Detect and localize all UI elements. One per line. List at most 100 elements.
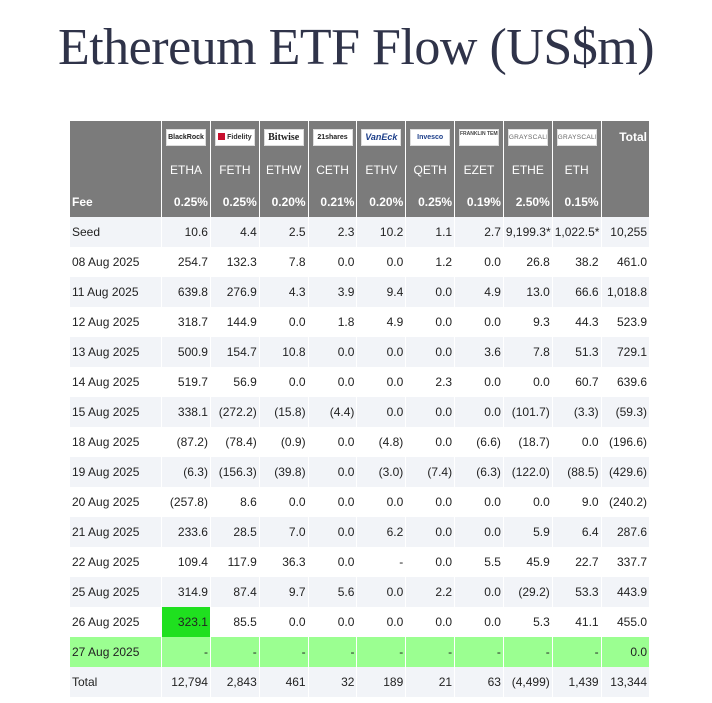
flow-cell: 0.0: [454, 517, 504, 547]
flow-cell: 0.0: [503, 487, 553, 517]
flow-cell: 0.0: [308, 547, 358, 577]
row-total-cell: (59.3): [601, 397, 651, 427]
flow-cell: 276.9: [210, 277, 260, 307]
ticker-ethe: ETHE: [503, 153, 553, 186]
row-date: 08 Aug 2025: [70, 247, 163, 277]
flow-cell: 117.9: [210, 547, 260, 577]
flow-cell: 0.0: [259, 487, 309, 517]
flow-cell: 9.4: [356, 277, 407, 307]
flow-cell: -: [161, 637, 211, 667]
ticker-ethv: ETHV: [356, 153, 407, 186]
flow-cell: 0.0: [405, 607, 456, 637]
fee-value: 0.15%: [552, 186, 602, 217]
row-date: Total: [70, 667, 163, 697]
table-row: 26 Aug 2025 323.1 85.5 0.0 0.0 0.0 0.0 0.0 5.3 41…: [70, 607, 651, 637]
flow-cell: (101.7): [503, 397, 553, 427]
fee-label: Fee: [70, 186, 163, 217]
flow-cell: (3.3): [552, 397, 602, 427]
fidelity-logo: Fidelity: [214, 128, 255, 146]
bitwise-logo: Bitwise: [263, 128, 304, 146]
flow-cell: 461: [259, 667, 309, 697]
flow-cell: 28.5: [210, 517, 260, 547]
flow-cell: 0.0: [356, 247, 407, 277]
flow-cell: (4.4): [308, 397, 358, 427]
flow-cell: 1.1: [405, 217, 456, 247]
flow-cell: 500.9: [161, 337, 211, 367]
flow-cell: (6.3): [161, 457, 211, 487]
flow-cell: 0.0: [405, 397, 456, 427]
row-total-cell: 287.6: [601, 517, 651, 547]
flow-cell: -: [356, 637, 407, 667]
fee-value: 0.25%: [405, 186, 456, 217]
flow-cell: 132.3: [210, 247, 260, 277]
flow-cell: 8.6: [210, 487, 260, 517]
flow-cell: -: [454, 637, 504, 667]
flow-cell: 233.6: [161, 517, 211, 547]
21shares-logo: 21shares: [312, 128, 353, 146]
row-total-cell: 1,018.8: [601, 277, 651, 307]
flow-cell: 85.5: [210, 607, 260, 637]
ticker-eth: ETH: [552, 153, 602, 186]
table-row: 21 Aug 2025 233.6 28.5 7.0 0.0 6.2 0.0 0.0 5.9 6.…: [70, 517, 651, 547]
flow-cell: 36.3: [259, 547, 309, 577]
ticker-ethw: ETHW: [259, 153, 309, 186]
row-total-cell: (196.6): [601, 427, 651, 457]
flow-cell: 323.1: [161, 607, 211, 637]
table-row: 25 Aug 2025 314.9 87.4 9.7 5.6 0.0 2.2 0.0 (29.2…: [70, 577, 651, 607]
flow-cell: 0.0: [552, 427, 602, 457]
flow-cell: 4.9: [454, 277, 504, 307]
table-row: 11 Aug 2025 639.8 276.9 4.3 3.9 9.4 0.0 4.9 13.0…: [70, 277, 651, 307]
franklin-templeton-logo: FRANKLIN TEMPLETON: [459, 128, 499, 146]
flow-cell: 26.8: [503, 247, 553, 277]
flow-cell: 0.0: [259, 367, 309, 397]
row-total-cell: 523.9: [601, 307, 651, 337]
ticker-qeth: QETH: [405, 153, 456, 186]
row-date: 21 Aug 2025: [70, 517, 163, 547]
flow-cell: 4.4: [210, 217, 260, 247]
flow-cell: 4.9: [356, 307, 407, 337]
flow-cell: (3.0): [356, 457, 407, 487]
row-date: 15 Aug 2025: [70, 397, 163, 427]
flow-table-body: Seed 10.6 4.4 2.5 2.3 10.2 1.1 2.7 9,199.3* 1,022…: [70, 217, 651, 697]
flow-cell: 56.9: [210, 367, 260, 397]
flow-cell: 0.0: [454, 247, 504, 277]
flow-cell: 318.7: [161, 307, 211, 337]
flow-cell: 314.9: [161, 577, 211, 607]
flow-cell: (7.4): [405, 457, 456, 487]
row-total-cell: 0.0: [601, 637, 651, 667]
flow-cell: 4.3: [259, 277, 309, 307]
grayscale-mini-logo: GRAYSCALE: [556, 128, 597, 146]
flow-cell: 0.0: [308, 457, 358, 487]
flow-cell: (122.0): [503, 457, 553, 487]
flow-cell: 66.6: [552, 277, 602, 307]
row-date: 13 Aug 2025: [70, 337, 163, 367]
flow-cell: 0.0: [454, 607, 504, 637]
row-date: 11 Aug 2025: [70, 277, 163, 307]
flow-cell: (15.8): [259, 397, 309, 427]
flow-cell: 21: [405, 667, 456, 697]
flow-cell: 2.3: [405, 367, 456, 397]
row-date: 26 Aug 2025: [70, 607, 163, 637]
grayscale-logo: GRAYSCALE: [507, 128, 548, 146]
flow-cell: (156.3): [210, 457, 260, 487]
flow-cell: 7.8: [259, 247, 309, 277]
flow-cell: 154.7: [210, 337, 260, 367]
flow-cell: 144.9: [210, 307, 260, 337]
flow-cell: (257.8): [161, 487, 211, 517]
flow-cell: 0.0: [405, 277, 456, 307]
fee-row: Fee 0.25% 0.25% 0.20% 0.21% 0.20% 0.25% …: [70, 186, 651, 217]
flow-cell: 338.1: [161, 397, 211, 427]
flow-cell: 3.9: [308, 277, 358, 307]
row-date: 19 Aug 2025: [70, 457, 163, 487]
flow-cell: 189: [356, 667, 407, 697]
flow-cell: 6.2: [356, 517, 407, 547]
fee-value: 0.25%: [161, 186, 211, 217]
row-date: 22 Aug 2025: [70, 547, 163, 577]
row-date: 27 Aug 2025: [70, 637, 163, 667]
flow-cell: 1,022.5*: [552, 217, 602, 247]
fee-value: 0.20%: [259, 186, 309, 217]
flow-cell: 13.0: [503, 277, 553, 307]
flow-cell: 12,794: [161, 667, 211, 697]
flow-cell: -: [259, 637, 309, 667]
flow-cell: 60.7: [552, 367, 602, 397]
